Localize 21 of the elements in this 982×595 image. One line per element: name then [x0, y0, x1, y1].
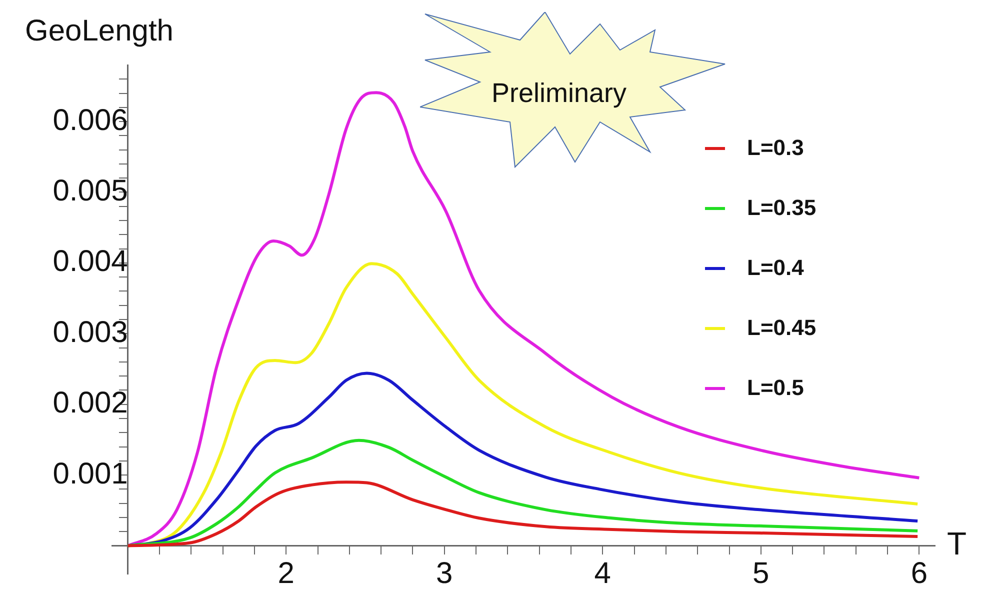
y-tick-label: 0.006 — [52, 104, 128, 137]
legend-label: L=0.4 — [747, 255, 804, 281]
y-tick-label: 0.004 — [52, 245, 128, 278]
y-tick-label: 0.005 — [52, 174, 128, 208]
legend-label: L=0.3 — [747, 135, 804, 161]
x-axis-title: T — [947, 526, 967, 562]
y-tick-label: 0.001 — [52, 457, 128, 490]
annotation: Preliminary — [490, 78, 628, 109]
line-series — [126, 438, 920, 548]
legend-label: L=0.45 — [747, 315, 816, 341]
legend-label: L=0.35 — [747, 195, 816, 221]
x-tick-label: 2 — [278, 556, 294, 590]
y-tick-label: 0.002 — [52, 386, 128, 420]
x-tick-label: 5 — [752, 556, 770, 590]
y-tick-label: 0.003 — [52, 316, 128, 349]
x-tick-label: 3 — [436, 556, 453, 590]
legend-label: L=0.5 — [747, 375, 804, 401]
x-tick-label: 6 — [910, 556, 928, 590]
x-tick-label: 4 — [594, 556, 611, 590]
line-series — [126, 480, 920, 548]
y-axis-title: GeoLength — [25, 14, 174, 48]
